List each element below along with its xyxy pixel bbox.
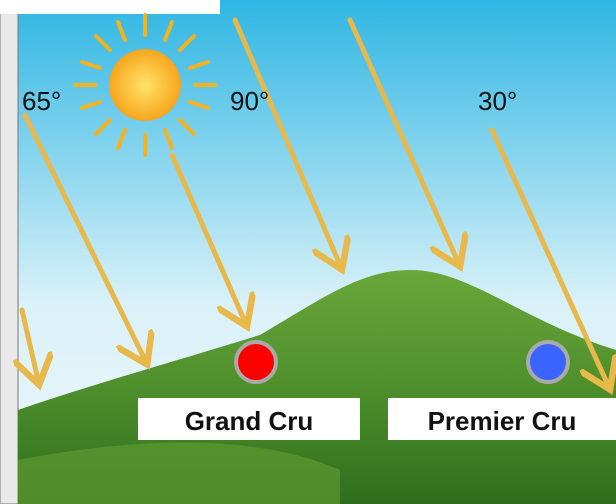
angle-label: 90° bbox=[230, 86, 269, 116]
illustration: 65° 90° 30° Grand Cru Premier Cru bbox=[0, 0, 616, 504]
site-label: Premier Cru bbox=[428, 406, 577, 436]
page: {"angle_labels": ["65°", "90°", "30°"], … bbox=[0, 0, 616, 504]
sun bbox=[75, 15, 215, 155]
side-panel bbox=[0, 0, 18, 504]
site-label: Grand Cru bbox=[185, 406, 314, 436]
angle-label: 30° bbox=[478, 86, 517, 116]
top-band bbox=[0, 0, 220, 14]
angle-label: 65° bbox=[22, 86, 61, 116]
site-dot bbox=[236, 342, 276, 382]
site-dot bbox=[528, 342, 568, 382]
